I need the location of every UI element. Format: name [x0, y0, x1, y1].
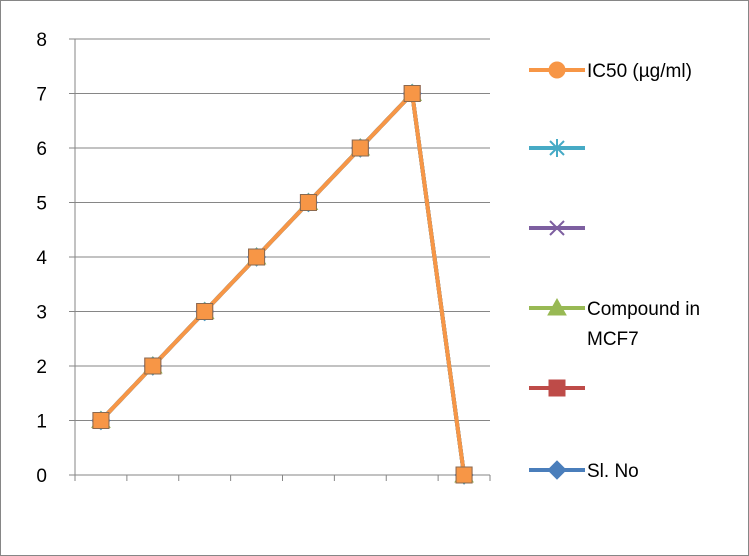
series-line	[99, 91, 467, 476]
data-point	[248, 248, 266, 266]
series-5	[92, 85, 473, 484]
series-line	[99, 91, 467, 476]
legend-marker	[549, 139, 565, 157]
legend-entry: Sl. No	[529, 460, 639, 482]
legend-marker	[547, 297, 567, 316]
series-line	[99, 91, 467, 476]
legend-entry: IC50 (µg/ml)	[529, 61, 692, 82]
data-point	[455, 466, 473, 484]
legend-entry	[529, 220, 585, 236]
legend-entry: Compound in MCF7	[529, 297, 700, 350]
legend: IC50 (µg/ml) Compound in MCF7 Sl. No	[529, 61, 700, 482]
y-tick-label: 0	[36, 466, 47, 487]
series-3	[93, 85, 472, 483]
legend-marker	[549, 220, 565, 236]
y-tick-labels: 0 1 2 3 4 5 6 7 8	[36, 30, 47, 487]
legend-entry	[529, 379, 585, 397]
top-series-markers	[92, 85, 473, 484]
legend-label: MCF7	[587, 329, 639, 350]
data-point	[196, 303, 214, 320]
y-tick-label: 6	[36, 139, 47, 160]
series-line	[99, 91, 467, 476]
legend-marker	[548, 61, 566, 79]
data-point	[403, 85, 421, 102]
legend-label: Sl. No	[587, 461, 639, 482]
y-tick-label: 4	[36, 248, 47, 269]
y-tick-label: 8	[36, 30, 47, 51]
legend-marker	[548, 379, 566, 397]
legend-marker	[547, 460, 567, 480]
series-line	[99, 91, 467, 476]
legend-label: IC50 (µg/ml)	[587, 61, 692, 82]
series-line	[99, 91, 467, 476]
y-tick-label: 7	[36, 85, 47, 106]
series-4	[93, 84, 472, 484]
legend-entry	[529, 139, 585, 157]
series-1	[92, 85, 473, 484]
data-point	[92, 412, 110, 429]
legend-label: Compound in	[587, 299, 700, 320]
data-point	[299, 194, 317, 211]
data-point	[144, 357, 162, 375]
series-0	[91, 83, 474, 485]
y-tick-label: 5	[36, 194, 47, 215]
data-point	[351, 139, 369, 157]
y-tick-label: 3	[36, 303, 47, 324]
series-2	[91, 83, 474, 483]
axes	[69, 38, 491, 481]
series-group	[91, 83, 474, 485]
y-tick-label: 2	[36, 357, 47, 378]
y-tick-label: 1	[36, 412, 47, 433]
